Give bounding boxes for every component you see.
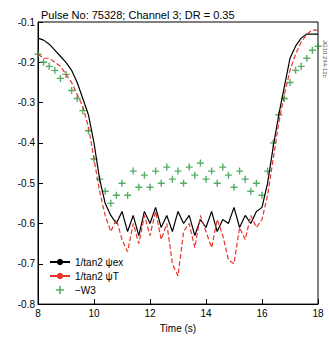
svg-text:-0.6: -0.6 (18, 218, 36, 229)
svg-text:8: 8 (35, 308, 41, 319)
svg-text:18: 18 (312, 308, 324, 319)
svg-text:1/tan2 ψT: 1/tan2 ψT (75, 271, 119, 282)
svg-text:−W3: −W3 (75, 285, 96, 296)
svg-text:14: 14 (200, 308, 212, 319)
svg-text:-0.2: -0.2 (18, 57, 36, 68)
svg-text:-0.5: -0.5 (18, 178, 36, 189)
svg-text:-0.1: -0.1 (18, 17, 36, 28)
svg-text:JG10.244-12c: JG10.244-12c (322, 40, 328, 78)
svg-text:16: 16 (256, 308, 268, 319)
svg-text:-0.4: -0.4 (18, 137, 36, 148)
svg-text:12: 12 (144, 308, 156, 319)
svg-text:-0.3: -0.3 (18, 97, 36, 108)
svg-text:1/tan2 ψex: 1/tan2 ψex (75, 257, 123, 268)
svg-text:Time (s): Time (s) (160, 323, 196, 334)
svg-text:10: 10 (88, 308, 100, 319)
svg-text:-0.7: -0.7 (18, 258, 36, 269)
svg-text:Pulse No: 75328; Channel 3; DR: Pulse No: 75328; Channel 3; DR = 0.35 (41, 9, 235, 21)
svg-text:-0.8: -0.8 (18, 299, 36, 310)
